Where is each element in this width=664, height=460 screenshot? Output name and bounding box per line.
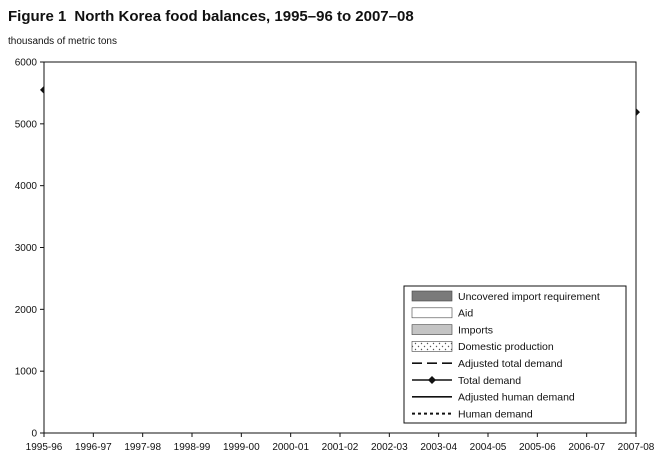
x-tick-label: 1995-96: [26, 442, 63, 453]
legend-label-human: Human demand: [458, 408, 533, 420]
x-tick-label: 2006-07: [568, 442, 605, 453]
x-tick-label: 2001-02: [322, 442, 359, 453]
y-tick-label: 0: [31, 429, 37, 440]
figure-title-text: North Korea food balances, 1995–96 to 20…: [74, 8, 414, 25]
x-tick-label: 1998-99: [174, 442, 211, 453]
x-tick-label: 1997-98: [124, 442, 161, 453]
legend-label-adj_human: Adjusted human demand: [458, 392, 575, 404]
x-tick-label: 2004-05: [470, 442, 507, 453]
legend-label-uncovered: Uncovered import requirement: [458, 291, 600, 303]
legend-swatch-imports: [411, 324, 453, 335]
x-tick-label: 2003-04: [420, 442, 457, 453]
x-tick-label: 2000-01: [272, 442, 309, 453]
x-tick-label: 2005-06: [519, 442, 556, 453]
legend-marker-total: [428, 376, 436, 384]
x-tick-label: 2007-08: [618, 442, 655, 453]
x-tick-label: 1996-97: [75, 442, 112, 453]
figure-label: Figure 1: [8, 8, 67, 25]
legend-label-aid: Aid: [458, 308, 473, 320]
figure-title: Figure 1 North Korea food balances, 1995–…: [8, 8, 414, 25]
units-label: thousands of metric tons: [8, 36, 117, 47]
y-tick-label: 2000: [15, 305, 38, 316]
x-tick-label: 2002-03: [371, 442, 408, 453]
legend-swatch-aid: [411, 307, 453, 319]
y-tick-label: 1000: [15, 367, 38, 378]
y-tick-label: 6000: [15, 58, 38, 69]
legend-label-imports: Imports: [458, 324, 493, 336]
legend-swatch-uncovered: [411, 290, 453, 302]
legend-swatch-domestic: [411, 341, 453, 352]
y-tick-label: 4000: [15, 181, 38, 192]
y-tick-label: 3000: [15, 243, 38, 254]
legend-label-adj_total: Adjusted total demand: [458, 358, 563, 370]
legend-label-domestic: Domestic production: [458, 341, 554, 353]
legend-label-total: Total demand: [458, 375, 521, 387]
y-tick-label: 5000: [15, 119, 38, 130]
legend: Uncovered import requirement Aid Imports Do…: [403, 285, 627, 424]
x-tick-label: 1999-00: [223, 442, 260, 453]
